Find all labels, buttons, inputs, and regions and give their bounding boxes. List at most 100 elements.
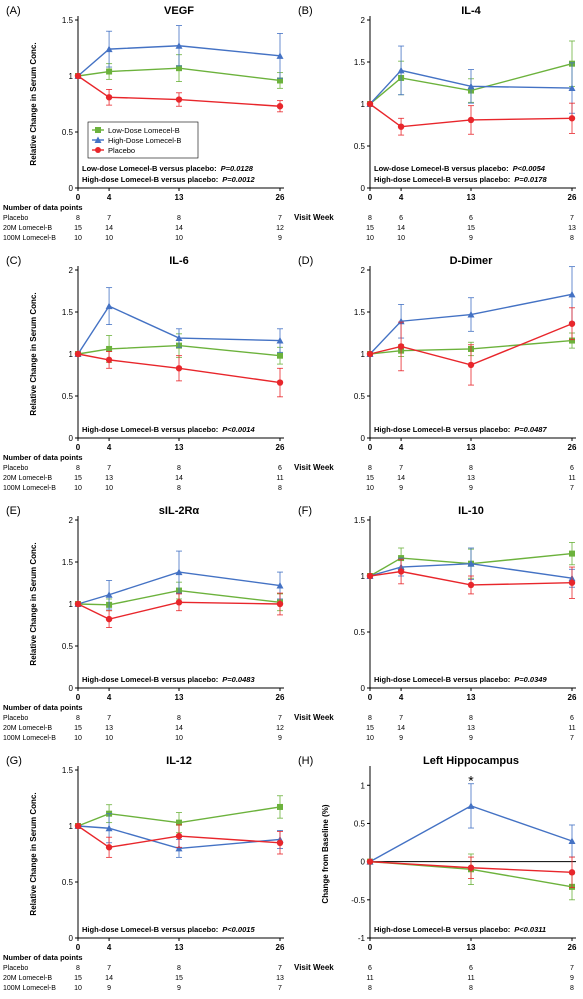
panel-7: (G) IL-12 0 0.5 1 1.5 Relative Change in Serum… xyxy=(3,755,285,992)
data-point-placebo xyxy=(467,361,475,369)
panel-label: (A) xyxy=(6,5,21,17)
x-tick-label: 13 xyxy=(467,193,476,202)
count-value: 14 xyxy=(105,225,113,232)
x-tick-label: 4 xyxy=(399,443,404,452)
stat-text: High-dose Lomecel-B versus placebo: xyxy=(374,425,510,434)
data-point-high xyxy=(175,334,183,342)
stat-pvalue: P=0.0483 xyxy=(222,675,255,684)
y-tick-label: 1 xyxy=(361,100,366,109)
data-point-placebo xyxy=(74,72,82,80)
stat-annotation: High-dose Lomecel-B versus placebo: P<0.0… xyxy=(374,925,546,934)
count-value: 9 xyxy=(177,985,181,992)
data-point-high xyxy=(105,824,113,832)
count-value: 8 xyxy=(570,235,574,242)
x-tick-label: 4 xyxy=(107,193,112,202)
count-value: 9 xyxy=(278,235,282,242)
count-value: 7 xyxy=(107,715,111,722)
count-value: 7 xyxy=(107,965,111,972)
counts-header: Number of data points xyxy=(3,453,83,462)
count-value: 8 xyxy=(177,715,181,722)
x-axis-label: Visit Week xyxy=(294,713,334,722)
count-value: 8 xyxy=(76,215,80,222)
count-value: 7 xyxy=(399,715,403,722)
data-point-low xyxy=(106,68,113,75)
count-value: 15 xyxy=(74,225,82,232)
y-tick-label: 1.5 xyxy=(354,308,366,317)
data-point-placebo xyxy=(397,343,405,350)
y-tick-label: 1.5 xyxy=(62,558,74,567)
stat-text: High-dose Lomecel-B versus placebo: xyxy=(82,425,218,434)
stat-text: High-dose Lomecel-B versus placebo: xyxy=(82,675,218,684)
count-value: 7 xyxy=(107,465,111,472)
count-value: 8 xyxy=(177,485,181,492)
data-point-placebo xyxy=(105,844,113,851)
count-value: 10 xyxy=(366,735,374,742)
y-axis-label: Relative Change in Serum Conc. xyxy=(29,792,38,915)
count-value: 13 xyxy=(467,475,475,482)
y-axis-label: Relative Change in Serum Conc. xyxy=(29,42,38,165)
data-point-placebo xyxy=(276,600,284,608)
count-value: 8 xyxy=(368,215,372,222)
data-point-high xyxy=(276,52,284,59)
stat-pvalue: P=0.0012 xyxy=(222,175,255,184)
series-line-placebo xyxy=(77,353,281,384)
count-value: 6 xyxy=(469,965,473,972)
series-line-high xyxy=(369,69,573,105)
count-value: 15 xyxy=(74,975,82,982)
data-point-high xyxy=(175,568,183,576)
count-value: 8 xyxy=(469,985,473,992)
y-tick-label: 2 xyxy=(69,516,74,525)
count-value: 10 xyxy=(74,485,82,492)
legend-marker-low xyxy=(95,127,101,133)
panel-title: IL-12 xyxy=(166,755,192,767)
count-value: 13 xyxy=(467,725,475,732)
series-line-placebo xyxy=(369,103,573,128)
y-tick-label: 0 xyxy=(69,684,74,693)
count-value: 14 xyxy=(397,475,405,482)
data-point-high xyxy=(276,337,284,344)
stat-pvalue: P<0.0311 xyxy=(514,925,546,934)
y-axis-label: Relative Change in Serum Conc. xyxy=(29,292,38,415)
series-line-high xyxy=(77,45,281,77)
series-line-low xyxy=(77,67,281,82)
x-tick-label: 0 xyxy=(368,443,373,452)
data-point-placebo xyxy=(276,379,284,386)
x-tick-label: 26 xyxy=(568,443,577,452)
count-value: 8 xyxy=(76,965,80,972)
data-point-placebo xyxy=(568,869,576,876)
count-value: 9 xyxy=(399,485,403,492)
count-value: 7 xyxy=(570,735,574,742)
count-value: 10 xyxy=(74,985,82,992)
y-tick-label: 2 xyxy=(361,16,366,25)
count-value: 7 xyxy=(399,465,403,472)
series-line-low xyxy=(77,344,281,357)
x-tick-label: 0 xyxy=(76,443,81,452)
data-point-placebo xyxy=(175,365,183,372)
counts-row-label: 20M Lomecel-B xyxy=(3,225,52,232)
x-tick-label: 0 xyxy=(76,693,81,702)
series-line-high xyxy=(369,562,573,579)
data-point-placebo xyxy=(74,350,82,358)
count-value: 11 xyxy=(467,975,474,982)
y-tick-label: 0.5 xyxy=(62,878,74,887)
count-value: 7 xyxy=(278,215,282,222)
data-point-placebo xyxy=(467,116,475,124)
count-value: 8 xyxy=(368,715,372,722)
panel-1: (A) VEGF 0 0.5 1 1.5 Relative Change in Serum … xyxy=(3,5,285,242)
count-value: 14 xyxy=(175,475,183,482)
legend-marker-high xyxy=(94,136,102,143)
data-point-high xyxy=(175,844,183,852)
panel-title: D-Dimer xyxy=(450,255,494,267)
legend-box xyxy=(87,121,199,159)
data-point-placebo xyxy=(397,568,405,575)
stat-annotation: High-dose Lomecel-B versus placebo: P=0.0… xyxy=(374,425,547,434)
y-tick-label: 1.5 xyxy=(354,516,366,525)
count-value: 11 xyxy=(366,975,373,982)
count-value: 9 xyxy=(399,735,403,742)
legend-marker-placebo xyxy=(95,147,101,153)
count-value: 8 xyxy=(76,715,80,722)
y-tick-label: 1.5 xyxy=(62,766,74,775)
stat-annotation: High-dose Lomecel-B versus placebo: P=0.0… xyxy=(82,175,255,184)
y-axis-label: Change from Baseline (%) xyxy=(321,804,330,903)
y-tick-label: 1 xyxy=(69,350,74,359)
